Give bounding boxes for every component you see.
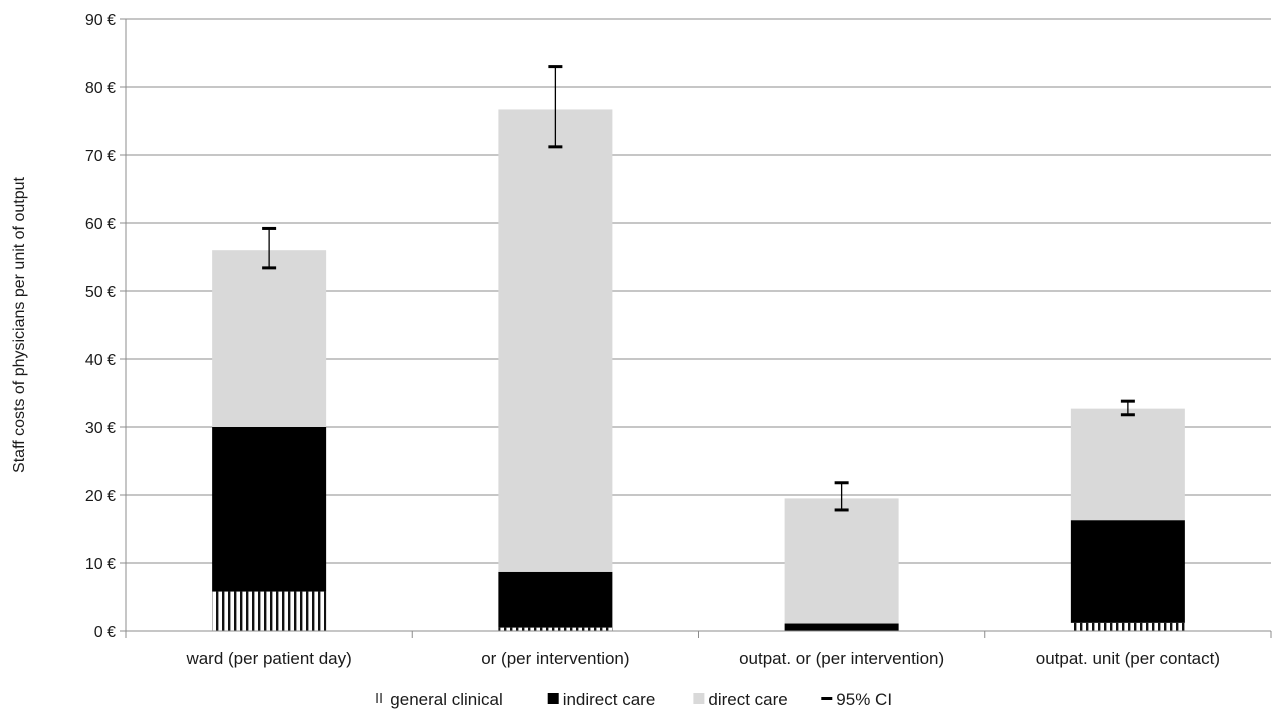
bar-segment-direct-care <box>1070 408 1185 521</box>
x-tick-label: outpat. unit (per contact) <box>1036 649 1220 668</box>
bar-segment-general-clinical <box>1070 622 1185 631</box>
bars <box>212 109 1185 631</box>
legend-label: indirect care <box>563 690 656 709</box>
x-tick-label: or (per intervention) <box>481 649 629 668</box>
legend: general clinical indirect care direct care… <box>376 690 892 709</box>
y-tick-label: 80 € <box>85 80 116 97</box>
y-tick-label: 70 € <box>85 148 116 165</box>
y-tick-label: 40 € <box>85 352 116 369</box>
bar-segment-general-clinical <box>212 591 327 631</box>
bar-segment-indirect-care <box>784 623 899 631</box>
bar-segment-direct-care <box>784 498 899 624</box>
x-axis: ward (per patient day) or (per interventi… <box>125 630 1272 668</box>
bar-segment-general-clinical <box>498 627 613 631</box>
legend-swatch <box>693 693 705 704</box>
y-tick-label: 10 € <box>85 556 116 573</box>
y-tick-label: 20 € <box>85 488 116 505</box>
y-tick-label: 90 € <box>85 12 116 29</box>
error-bars <box>262 65 1135 512</box>
bar-segment-indirect-care <box>1070 520 1185 623</box>
legend-label: direct care <box>708 690 787 709</box>
bar-segment-indirect-care <box>212 427 327 592</box>
y-tick-label: 0 € <box>94 624 116 641</box>
legend-swatch <box>547 693 559 704</box>
x-tick-label: outpat. or (per intervention) <box>739 649 944 668</box>
legend-swatch <box>380 693 382 703</box>
y-axis-ticks: 0 € 10 € 20 € 30 € 40 € 50 € 60 € 70 € 80 € 90 € <box>85 12 127 641</box>
y-tick-label: 60 € <box>85 216 116 233</box>
legend-label: general clinical <box>390 690 502 709</box>
legend-label: 95% CI <box>836 690 892 709</box>
x-tick-label: ward (per patient day) <box>185 649 351 668</box>
legend-swatch <box>821 697 833 700</box>
y-axis-title: Staff costs of physicians per unit of ou… <box>11 177 28 473</box>
bar-segment-direct-care <box>498 109 613 572</box>
y-tick-label: 30 € <box>85 420 116 437</box>
bar-segment-indirect-care <box>498 571 613 628</box>
bar-segment-direct-care <box>212 250 327 427</box>
legend-swatch <box>376 693 378 703</box>
y-tick-label: 50 € <box>85 284 116 301</box>
